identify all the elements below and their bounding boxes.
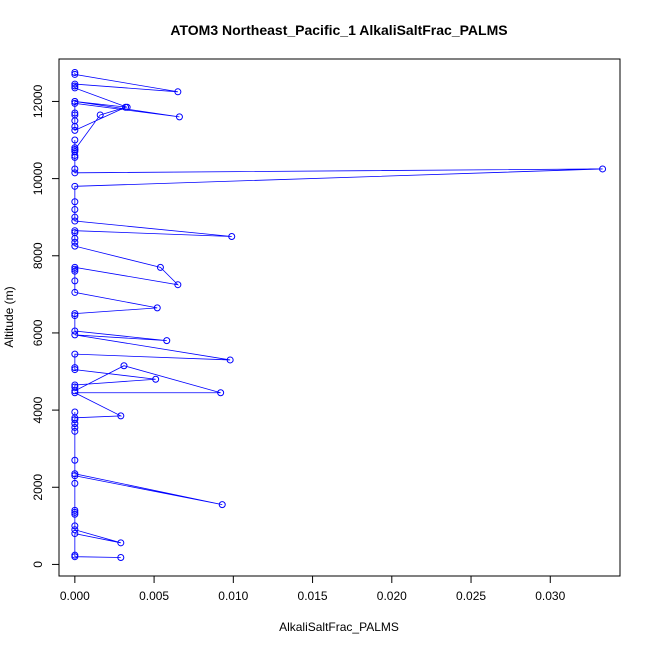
data-point: [71, 510, 79, 518]
data-point: [71, 456, 79, 464]
y-tick-label: 8000: [31, 242, 45, 269]
data-point: [156, 263, 164, 271]
data-point: [71, 182, 79, 190]
data-point: [71, 169, 79, 177]
y-tick-label: 2000: [31, 474, 45, 501]
data-point: [71, 144, 79, 152]
data-point: [71, 277, 79, 285]
x-tick-label: 0.030: [535, 589, 565, 603]
data-point: [71, 126, 79, 134]
data-point: [71, 506, 79, 514]
x-axis: 0.000 0.005 0.010 0.015 0.020 0.025 0.030: [60, 575, 566, 603]
data-point: [71, 472, 79, 480]
data-point: [71, 136, 79, 144]
data-point: [117, 539, 125, 547]
y-tick-label: 12000: [31, 84, 45, 118]
data-point: [120, 362, 128, 370]
data-point: [71, 213, 79, 221]
data-point: [71, 198, 79, 206]
data-point: [71, 70, 79, 78]
data-point: [153, 304, 161, 312]
data-point: [71, 97, 79, 105]
y-axis-label: Altitude (m): [2, 286, 16, 347]
data-point: [71, 238, 79, 246]
data-point: [71, 423, 79, 431]
data-point: [71, 551, 79, 559]
data-point: [96, 111, 104, 119]
data-point: [71, 217, 79, 225]
data-point: [175, 113, 183, 121]
data-point: [152, 375, 160, 383]
data-point: [71, 414, 79, 422]
x-tick-label: 0.005: [139, 589, 169, 603]
data-point: [71, 165, 79, 173]
data-point: [71, 80, 79, 88]
data-point: [71, 265, 79, 273]
data-point: [71, 267, 79, 275]
y-axis: 0 2000 4000 6000 8000 10000 12000: [31, 84, 60, 568]
x-tick-label: 0.015: [298, 589, 328, 603]
plot-frame: [58, 58, 621, 577]
data-point: [71, 327, 79, 335]
data-point: [174, 281, 182, 289]
data-point: [71, 99, 79, 107]
x-axis-label: AlkaliSaltFrac_PALMS: [279, 620, 399, 634]
data-point: [117, 412, 125, 420]
data-point: [71, 205, 79, 213]
data-point: [217, 389, 225, 397]
data-point: [71, 427, 79, 435]
data-point: [218, 501, 226, 509]
data-point: [71, 366, 79, 374]
data-point: [71, 530, 79, 538]
x-tick-label: 0.010: [218, 589, 248, 603]
data-point: [71, 263, 79, 271]
y-tick-label: 0: [31, 561, 45, 568]
data-point: [71, 69, 79, 77]
data-point: [71, 146, 79, 154]
data-point: [71, 331, 79, 339]
x-tick-label: 0.025: [456, 589, 486, 603]
data-point: [71, 526, 79, 534]
series-line: [74, 72, 603, 558]
series-layer: [71, 69, 607, 561]
data-point: [71, 229, 79, 237]
data-point: [226, 356, 234, 364]
data-point: [71, 310, 79, 318]
data-point: [71, 84, 79, 92]
data-point: [71, 109, 79, 117]
data-point: [117, 553, 125, 561]
data-point: [71, 479, 79, 487]
data-point: [71, 117, 79, 125]
y-tick-label: 4000: [31, 396, 45, 423]
data-point: [71, 470, 79, 478]
data-point: [71, 522, 79, 530]
data-point: [71, 312, 79, 320]
data-point: [71, 82, 79, 90]
data-point: [71, 242, 79, 250]
data-point: [599, 165, 607, 173]
data-point: [71, 383, 79, 391]
data-point: [174, 88, 182, 96]
data-point: [71, 381, 79, 389]
data-point: [71, 508, 79, 516]
data-point: [71, 148, 79, 156]
data-point: [71, 288, 79, 296]
data-point: [71, 227, 79, 235]
data-point: [228, 232, 236, 240]
chart-title: ATOM3 Northeast_Pacific_1 AlkaliSaltFrac…: [170, 22, 507, 38]
data-point: [123, 103, 131, 111]
x-tick-label: 0.000: [60, 589, 90, 603]
y-tick-label: 10000: [31, 162, 45, 196]
data-point: [71, 416, 79, 424]
data-point: [71, 350, 79, 358]
data-point: [71, 364, 79, 372]
data-point: [163, 337, 171, 345]
y-tick-label: 6000: [31, 319, 45, 346]
x-tick-label: 0.020: [377, 589, 407, 603]
